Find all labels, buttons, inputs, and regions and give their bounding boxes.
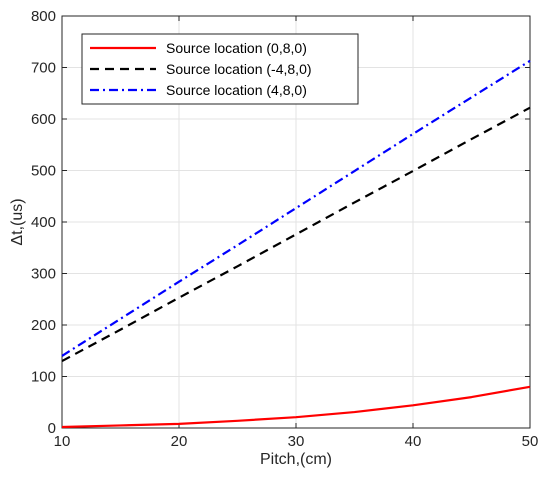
plot-series [61,59,531,429]
y-tick-label: 600 [31,111,56,128]
series-line-3 [61,59,531,357]
y-tick-label: 0 [48,420,56,437]
x-tick-label: 10 [54,433,71,450]
legend-label: Source location (4,8,0) [166,82,307,98]
legend-label: Source location (-4,8,0) [166,61,312,77]
y-tick-label: 100 [31,369,56,386]
x-tick-label: 30 [288,433,305,450]
legend: Source location (0,8,0) Source location (… [81,33,359,105]
legend-label: Source location (0,8,0) [166,40,307,56]
x-tick-label: 40 [405,433,422,450]
y-tick-label: 400 [31,214,56,231]
x-tick-label: 50 [522,433,539,450]
y-tick-label: 300 [31,266,56,283]
axes-box [61,15,531,429]
x-tick-label: 20 [171,433,188,450]
x-axis-label: Pitch,(cm) [260,451,332,468]
series-line-2 [61,106,531,363]
y-tick-label: 800 [31,8,56,25]
y-tick-label: 500 [31,163,56,180]
y-axis-label: Δt,(us) [9,198,26,245]
y-tick-label: 200 [31,317,56,334]
y-tick-label: 700 [31,60,56,77]
axes: 10 20 30 40 500100200300400500600700800Pitch… [9,8,538,468]
